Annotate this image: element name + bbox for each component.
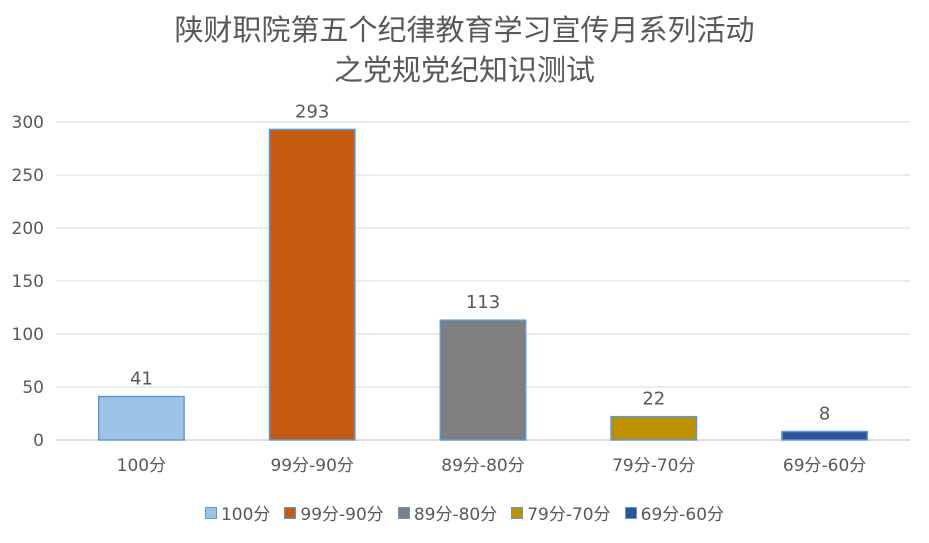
y-tick-label: 200: [12, 219, 44, 239]
bar: [439, 319, 527, 441]
data-label: 113: [466, 292, 500, 313]
legend-swatch: [624, 506, 637, 519]
legend-label: 99分-90分: [300, 505, 384, 525]
data-label: 41: [130, 369, 153, 390]
data-label: 293: [295, 101, 329, 122]
y-tick-label: 150: [12, 272, 44, 292]
y-tick-label: 300: [12, 113, 44, 133]
data-label: 22: [642, 389, 665, 410]
legend-swatch: [397, 506, 410, 519]
x-tick-label: 99分-90分: [270, 456, 353, 476]
legend-item: 100分: [204, 500, 271, 525]
bar: [97, 395, 185, 441]
legend-label: 79分-70分: [527, 505, 611, 525]
y-tick-label: 50: [22, 378, 44, 398]
data-label: 8: [819, 404, 830, 425]
x-tick-label: 89分-80分: [441, 456, 524, 476]
x-tick-label: 69分-60分: [783, 456, 866, 476]
legend-swatch: [284, 506, 297, 519]
legend-swatch: [511, 506, 524, 519]
legend-item: 79分-70分: [511, 500, 611, 525]
bar: [781, 430, 869, 441]
legend-label: 69分-60分: [640, 505, 725, 525]
bar: [610, 415, 698, 441]
x-tick-label: 100分: [117, 456, 166, 476]
x-tick-label: 79分-70分: [612, 456, 695, 476]
legend-swatch: [204, 506, 217, 519]
chart-title-line-1: 陕财职院第五个纪律教育学习宣传月系列活动: [174, 13, 755, 47]
bar: [268, 128, 356, 441]
y-tick-label: 0: [33, 431, 44, 451]
legend-item: 99分-90分: [284, 500, 384, 525]
legend-item: 69分-60分: [624, 500, 725, 525]
legend-label: 89分-80分: [413, 505, 498, 525]
y-tick-label: 100: [12, 325, 44, 345]
chart-title: 陕财职院第五个纪律教育学习宣传月系列活动 之党规党纪知识测试: [0, 10, 929, 90]
y-tick-label: 250: [12, 166, 44, 186]
legend: 100分 99分-90分 89分-80分 79分-70分 69分-60分: [0, 500, 929, 525]
legend-item: 89分-80分: [397, 500, 498, 525]
chart-title-line-2: 之党规党纪知识测试: [333, 53, 595, 87]
legend-label: 100分: [220, 505, 271, 525]
